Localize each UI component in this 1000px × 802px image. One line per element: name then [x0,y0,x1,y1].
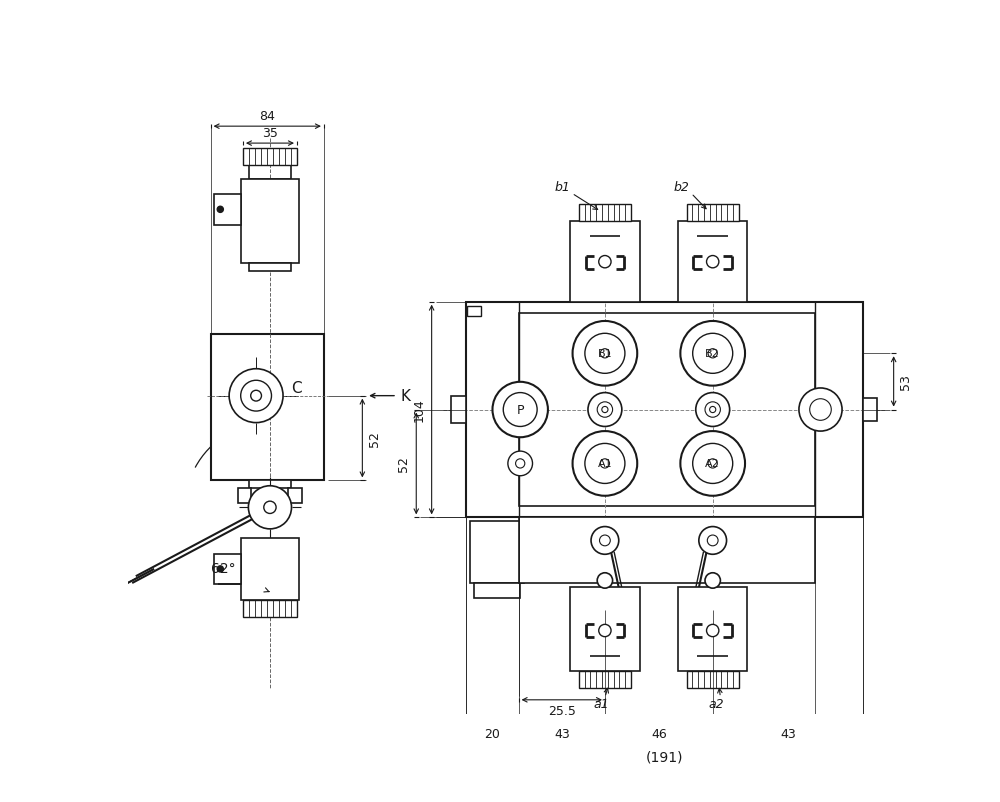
Circle shape [264,501,276,514]
Circle shape [516,460,525,468]
Circle shape [693,444,733,484]
Circle shape [503,393,537,427]
Bar [211,334,324,480]
Circle shape [248,486,292,529]
Bar [467,306,481,317]
Text: K: K [401,389,411,403]
Text: 35: 35 [262,127,278,140]
Bar [249,480,291,488]
Bar [678,587,747,671]
Circle shape [508,452,533,476]
Text: 104: 104 [413,398,426,422]
Circle shape [707,536,718,546]
Circle shape [600,460,610,468]
Circle shape [241,381,271,411]
Circle shape [708,349,717,358]
Bar [570,221,640,302]
Circle shape [600,536,610,546]
Text: (191): (191) [646,750,683,764]
Circle shape [591,527,619,555]
Text: P: P [516,403,524,416]
Bar [579,205,631,221]
Text: A1: A1 [598,459,612,469]
Bar [519,314,815,506]
Bar [570,587,640,671]
Bar [466,302,863,517]
Circle shape [708,460,717,468]
Text: b1: b1 [555,181,570,194]
Bar [241,538,299,600]
Bar [579,671,631,688]
Text: 43: 43 [554,727,570,740]
Circle shape [799,388,842,431]
Bar [451,396,466,423]
Circle shape [573,322,637,387]
Circle shape [693,334,733,374]
Circle shape [696,393,730,427]
Text: B2: B2 [705,349,720,358]
Text: 25.5: 25.5 [548,704,576,717]
Circle shape [588,393,622,427]
Text: A2: A2 [705,459,720,469]
Bar [687,205,739,221]
Bar [214,554,241,585]
Circle shape [251,391,261,402]
Bar [249,264,291,272]
Bar [241,180,299,264]
Text: b2: b2 [674,181,690,194]
Circle shape [699,527,727,555]
Circle shape [229,369,283,423]
Circle shape [680,322,745,387]
Text: 52: 52 [397,456,410,472]
Text: 53: 53 [899,374,912,390]
Circle shape [707,256,719,269]
Circle shape [705,403,720,418]
Text: C: C [291,381,301,396]
Bar [214,195,241,225]
Circle shape [585,444,625,484]
Circle shape [597,573,613,589]
Bar [678,221,747,302]
Bar [243,148,297,165]
Text: a1: a1 [593,697,609,711]
Circle shape [705,573,720,589]
Text: 84: 84 [259,110,275,123]
Circle shape [492,383,548,438]
Bar [474,583,520,598]
Circle shape [707,625,719,637]
Bar [238,488,251,504]
Text: 20: 20 [485,727,500,740]
Bar [470,521,524,583]
Text: B1: B1 [598,349,612,358]
Bar [863,399,877,422]
Circle shape [217,566,223,573]
Circle shape [602,407,608,413]
Circle shape [597,403,613,418]
Bar [519,517,815,583]
Circle shape [585,334,625,374]
Bar [687,671,739,688]
Circle shape [710,407,716,413]
Bar [288,488,302,504]
Circle shape [599,256,611,269]
Circle shape [217,207,223,213]
Text: 52: 52 [368,431,381,447]
Text: 46: 46 [651,727,667,740]
Circle shape [573,431,637,496]
Circle shape [599,625,611,637]
Text: 43: 43 [780,727,796,740]
Circle shape [810,399,831,421]
Circle shape [600,349,610,358]
Text: 62°: 62° [211,561,236,576]
Circle shape [680,431,745,496]
Bar [243,600,297,617]
Text: a2: a2 [709,697,724,711]
